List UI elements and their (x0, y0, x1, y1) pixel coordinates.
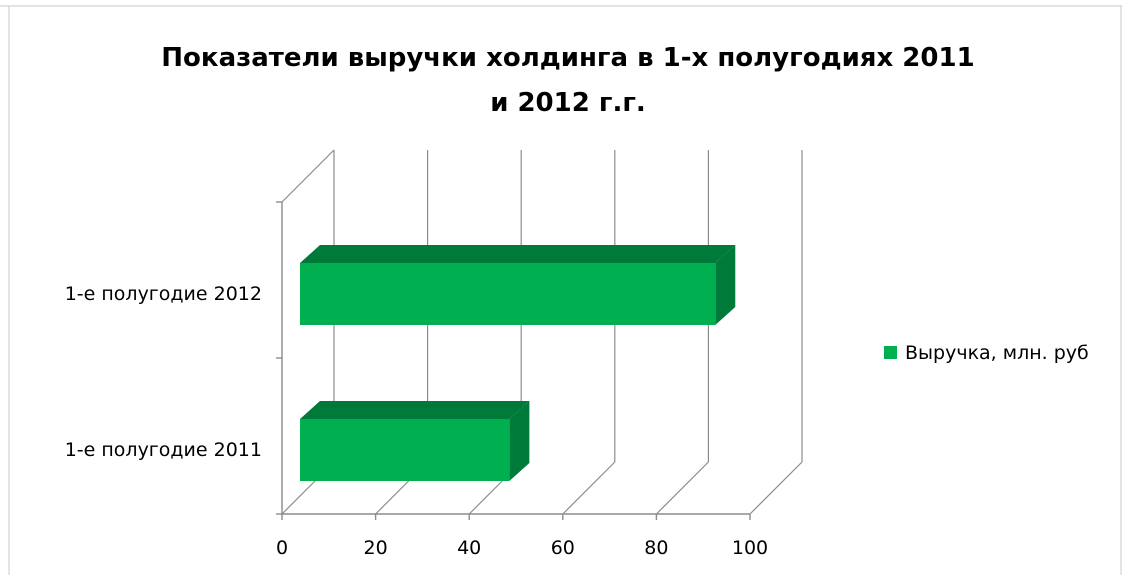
chart-title-line-1: Показатели выручки холдинга в 1-х полуго… (161, 43, 974, 73)
x-tick-label: 0 (276, 537, 288, 559)
bar-top-face (300, 245, 736, 263)
category-label: 1-е полугодие 2011 (65, 439, 262, 461)
legend: Выручка, млн. руб (884, 342, 1089, 364)
legend-label: Выручка, млн. руб (905, 342, 1089, 364)
floor-gridline (562, 461, 616, 515)
plot-area: 0 20 40 60 80 100 1-е полугодие 2011 1-е полуго… (65, 149, 803, 559)
bar (300, 263, 716, 325)
bar-side-face (509, 401, 530, 481)
x-tick-label: 100 (732, 537, 768, 559)
chart-title-line-2: и 2012 г.г. (490, 88, 646, 118)
x-tick-label: 60 (551, 537, 575, 559)
bar-top-face (300, 401, 530, 419)
floor-gridline (749, 461, 803, 515)
x-tick-label: 40 (457, 537, 481, 559)
bar-side-face (715, 245, 736, 325)
bar (300, 419, 510, 481)
category-label: 1-е полугодие 2012 (65, 283, 262, 305)
floor-gridline (655, 461, 709, 515)
x-tick-label: 80 (644, 537, 668, 559)
x-tick-label: 20 (364, 537, 388, 559)
legend-swatch (884, 346, 897, 359)
wall-edge-top (281, 149, 335, 203)
